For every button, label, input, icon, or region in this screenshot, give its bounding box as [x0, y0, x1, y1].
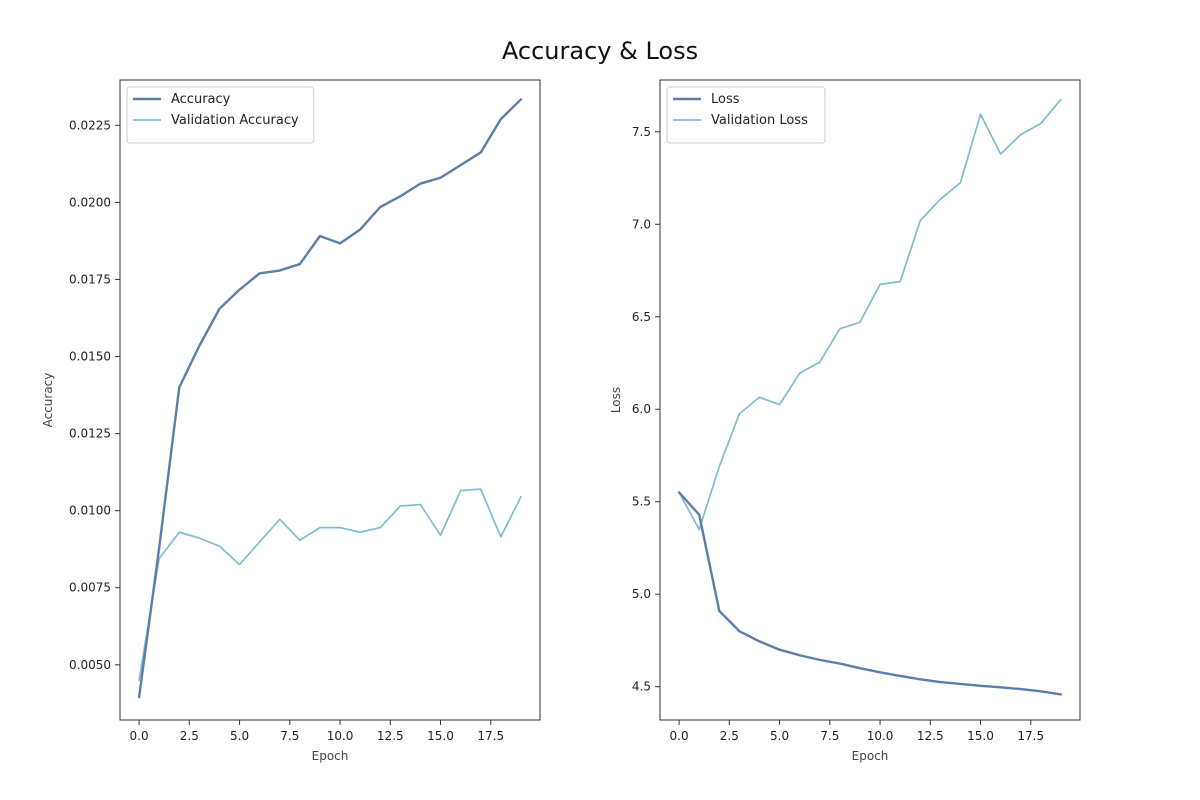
accuracy-x-tick-label: 7.5: [280, 729, 299, 743]
accuracy-x-tick-label: 12.5: [377, 729, 404, 743]
loss-y-tick-label: 7.5: [632, 125, 651, 139]
loss-x-tick-label: 5.0: [770, 729, 789, 743]
loss-y-axis-label: Loss: [609, 387, 623, 413]
accuracy-x-tick-label: 15.0: [427, 729, 454, 743]
accuracy-y-tick-label: 0.0100: [69, 504, 111, 518]
loss-series-validation-line: [678, 98, 1062, 531]
accuracy-y-tick-label: 0.0050: [69, 658, 111, 672]
accuracy-y-tick-label: 0.0225: [69, 118, 111, 132]
loss-legend-label: Validation Loss: [711, 113, 808, 128]
accuracy-y-tick-label: 0.0075: [69, 581, 111, 595]
accuracy-chart: 0.0 2.5 5.0 7.5 10.0 12.5 15.0 17.5 0.0050 0.0075…: [41, 79, 541, 763]
loss-legend-box: [666, 86, 826, 144]
accuracy-y-tick-label: 0.0200: [69, 195, 111, 209]
loss-x-tick-label: 15.0: [967, 729, 994, 743]
accuracy-x-tick-label: 2.5: [180, 729, 199, 743]
loss-y-tick-label: 7.0: [632, 217, 651, 231]
loss-y-tick-label: 5.5: [632, 495, 651, 509]
loss-y-tick-label: 4.5: [632, 680, 651, 694]
accuracy-axes-frame: [119, 79, 541, 721]
figure-title: Accuracy & Loss: [502, 37, 698, 65]
accuracy-x-tick-label: 5.0: [230, 729, 249, 743]
accuracy-y-tick-label: 0.0125: [69, 427, 111, 441]
loss-y-tick-label: 6.5: [632, 310, 651, 324]
accuracy-x-tick-label: 17.5: [477, 729, 504, 743]
accuracy-legend-label: Validation Accuracy: [171, 113, 299, 128]
loss-axes-frame: [659, 79, 1081, 721]
accuracy-y-axis-label: Accuracy: [41, 373, 55, 428]
accuracy-legend-box: [126, 86, 315, 144]
loss-series-train-line: [677, 491, 1063, 696]
loss-x-tick-label: 12.5: [917, 729, 944, 743]
loss-x-tick-label: 2.5: [720, 729, 739, 743]
loss-legend: Loss Validation Loss: [666, 86, 826, 144]
accuracy-legend-label: Accuracy: [171, 92, 231, 107]
accuracy-series-validation-line: [138, 488, 522, 682]
accuracy-x-axis-label: Epoch: [312, 749, 349, 763]
accuracy-y-tick-label: 0.0175: [69, 272, 111, 286]
loss-y-tick-label: 5.0: [632, 587, 651, 601]
loss-y-tick-label: 6.0: [632, 402, 651, 416]
loss-x-tick-label: 17.5: [1017, 729, 1044, 743]
loss-x-axis-label: Epoch: [852, 749, 889, 763]
loss-chart: 0.0 2.5 5.0 7.5 10.0 12.5 15.0 17.5 4.5 5.0 5.5 6.0…: [609, 79, 1081, 763]
loss-x-tick-label: 7.5: [820, 729, 839, 743]
loss-x-tick-label: 10.0: [867, 729, 894, 743]
accuracy-y-tick-label: 0.0150: [69, 350, 111, 364]
accuracy-legend: Accuracy Validation Accuracy: [126, 86, 315, 144]
loss-x-tick-label: 0.0: [670, 729, 689, 743]
accuracy-series-train-line: [137, 98, 523, 699]
accuracy-x-tick-label: 0.0: [130, 729, 149, 743]
accuracy-x-tick-label: 10.0: [327, 729, 354, 743]
loss-legend-label: Loss: [711, 92, 740, 107]
